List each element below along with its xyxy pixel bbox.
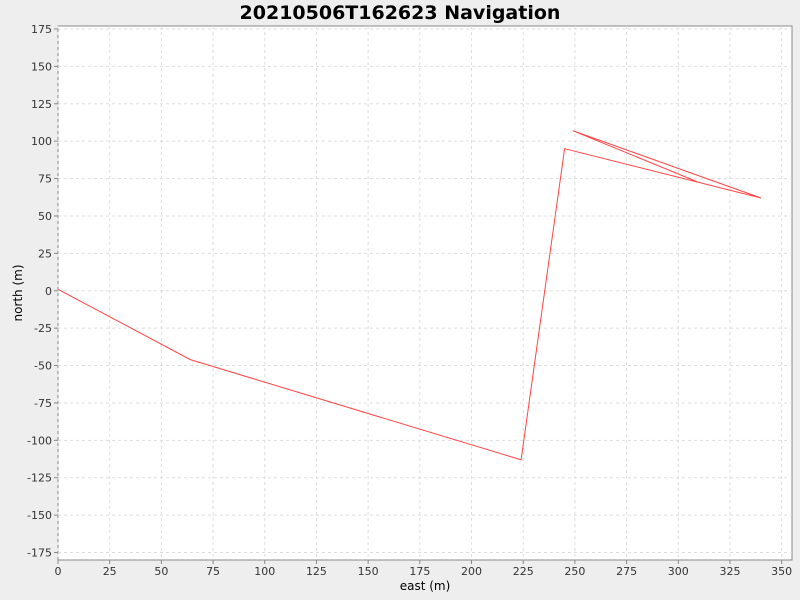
- x-tick-label: 275: [616, 565, 637, 578]
- x-tick-label: 75: [206, 565, 220, 578]
- y-tick-label: 150: [31, 60, 52, 73]
- y-tick-label: 50: [38, 210, 52, 223]
- plot-background: [57, 25, 793, 561]
- x-tick-label: 150: [358, 565, 379, 578]
- x-tick-label: 0: [55, 565, 62, 578]
- x-axis-label: east (m): [400, 579, 451, 593]
- x-tick-label: 350: [771, 565, 792, 578]
- x-tick-label: 250: [564, 565, 585, 578]
- y-tick-label: 125: [31, 98, 52, 111]
- y-tick-label: 100: [31, 135, 52, 148]
- grid: [57, 26, 792, 560]
- x-tick-label: 125: [306, 565, 327, 578]
- x-tick-label: 200: [461, 565, 482, 578]
- series: [57, 130, 762, 461]
- chart-title: 20210506T162623 Navigation: [239, 2, 561, 24]
- y-tick-label: 25: [38, 247, 52, 260]
- y-axis-label: north (m): [11, 264, 25, 321]
- x-tick-label: 50: [154, 565, 168, 578]
- y-tick-label: -75: [34, 397, 52, 410]
- y-tick-label: 175: [31, 23, 52, 36]
- x-tick-label: 100: [254, 565, 275, 578]
- y-tick-label: 0: [45, 285, 52, 298]
- axes: 0 25 50 75 100 125 150 175 200 225 250 275 300 325 350…: [27, 23, 792, 578]
- y-tick-label: -150: [27, 509, 52, 522]
- y-tick-label: -100: [27, 434, 52, 447]
- y-tick-label: 75: [38, 173, 52, 186]
- y-tick-label: -25: [34, 322, 52, 335]
- x-tick-label: 300: [668, 565, 689, 578]
- y-tick-label: -175: [27, 547, 52, 560]
- navigation-track-line: [57, 130, 762, 461]
- x-tick-label: 325: [719, 565, 740, 578]
- x-tick-label: 225: [513, 565, 534, 578]
- y-tick-label: -125: [27, 472, 52, 485]
- x-tick-label: 25: [103, 565, 117, 578]
- y-tick-label: -50: [34, 360, 52, 373]
- x-tick-label: 175: [409, 565, 430, 578]
